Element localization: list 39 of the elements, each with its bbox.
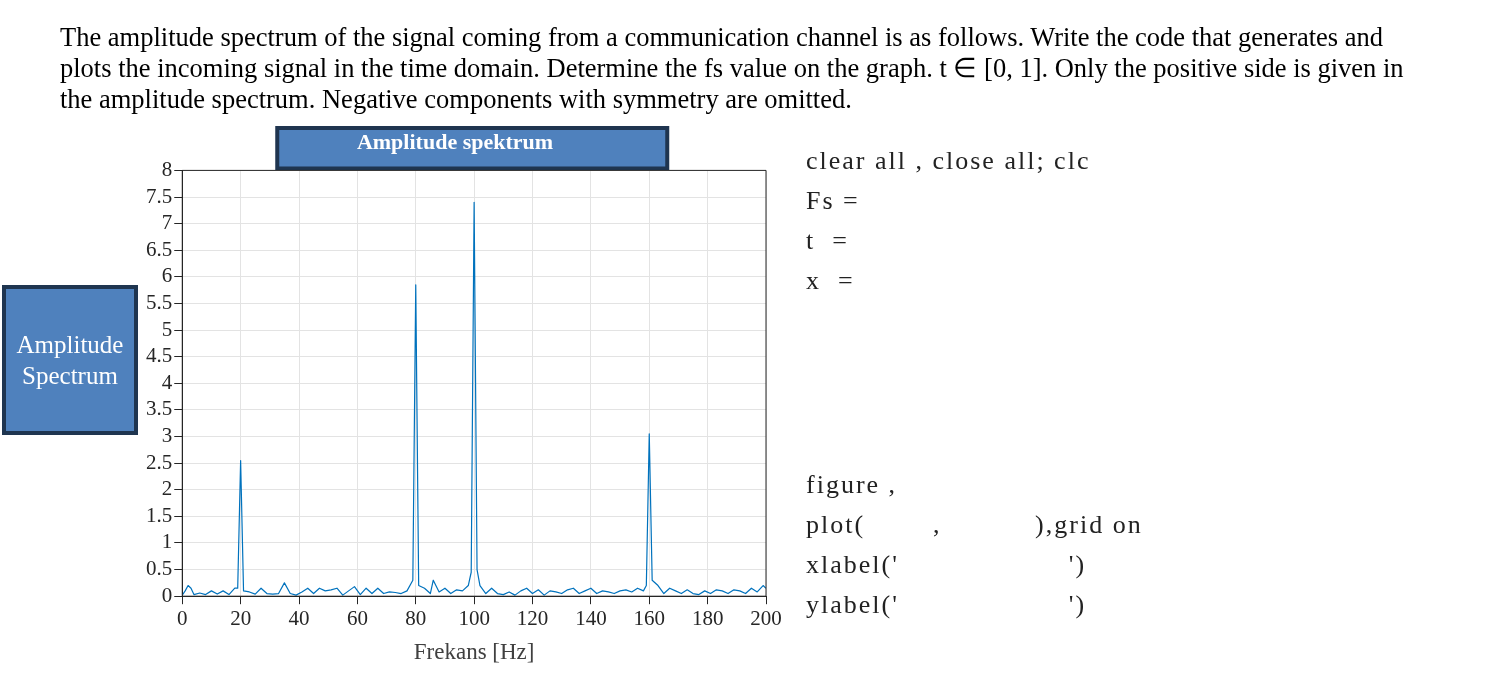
y-tick-label: 7: [161, 210, 173, 235]
y-tick-label: 8: [161, 156, 173, 181]
text: ylabel(' '): [806, 590, 1087, 620]
x-tick-label: 160: [633, 606, 665, 631]
x-tick-label: 60: [346, 606, 368, 631]
x-tick-label: 180: [691, 606, 724, 631]
text: plot( , ),grid on: [806, 510, 1143, 540]
y-tick-label: 4.5: [146, 343, 173, 368]
y-tick-label: 6: [161, 263, 173, 288]
text: figure ,: [806, 470, 898, 500]
x-tick-label: 80: [405, 606, 427, 631]
y-tick-label: 5: [161, 316, 173, 341]
y-tick-label: 1: [161, 529, 173, 554]
y-tick-label: 0: [161, 582, 173, 607]
x-tick-label: 200: [750, 606, 782, 631]
y-tick-label: 4: [161, 369, 173, 394]
chart-subtitle: Amplitude spektrum: [356, 128, 554, 154]
x-axis-title: Frekans [Hz]: [413, 639, 535, 665]
y-tick-label: 2.5: [146, 449, 173, 474]
text: Fs =: [806, 186, 860, 216]
y-axis-title: Amplitude Spectrum: [2, 285, 138, 435]
text: t =: [806, 226, 849, 256]
x-tick-label: 120: [516, 606, 549, 631]
x-tick-label: 40: [288, 606, 310, 631]
y-tick-label: 7.5: [146, 183, 173, 208]
y-tick-label: 2: [161, 476, 173, 501]
y-tick-label: 3: [161, 423, 173, 448]
text: x =: [806, 266, 855, 296]
x-tick-label: 140: [575, 606, 607, 631]
y-tick-label: 5.5: [146, 289, 173, 314]
y-tick-label: 6.5: [146, 236, 173, 261]
y-tick-label: 1.5: [146, 502, 173, 527]
x-tick-label: 100: [458, 606, 490, 631]
y-tick-label: 3.5: [146, 396, 173, 421]
text: xlabel(' '): [806, 550, 1087, 580]
y-tick-label: 0.5: [146, 556, 173, 581]
text: clear all , close all; clc: [806, 146, 1091, 176]
x-tick-label: 20: [230, 606, 252, 631]
chart-title: The amplitude spectrum of the signal coming from a communication channel is as follows. Write the code that generates and plots the incoming signal in the time domain. Determine the fs value on the graph. t ∈ [0, 1]. Only the positive side is given in the amplitude spectrum. Negative components with symmetry are omitted.: [60, 22, 1405, 115]
